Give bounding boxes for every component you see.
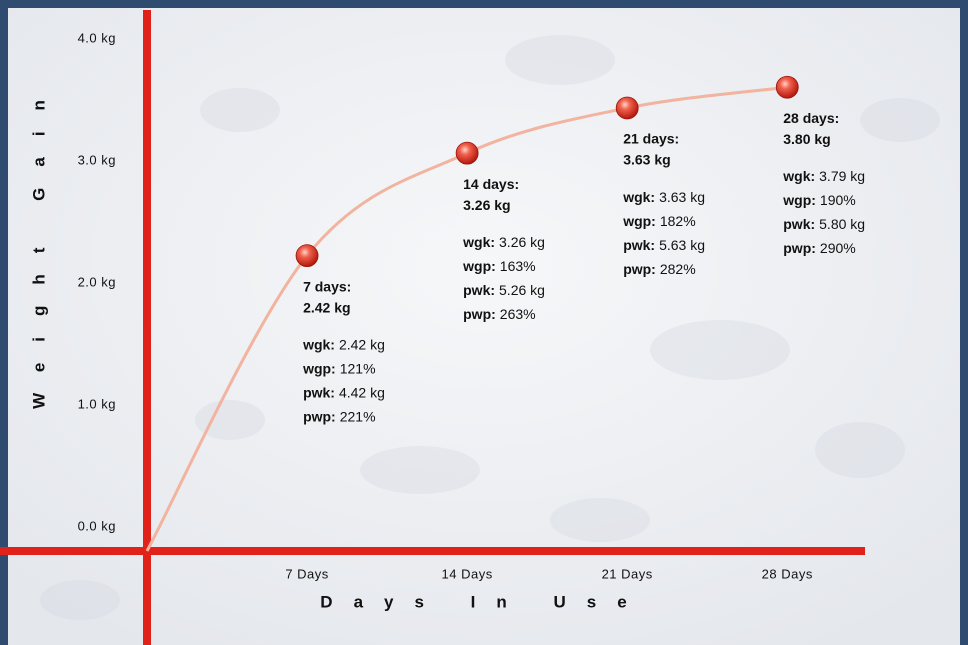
x-tick-label: 28 Days [762,566,813,581]
point-marker [616,97,638,119]
detail-row: pwk:5.63 kg [623,237,705,253]
y-tick-label: 4.0 kg [78,30,116,45]
detail-value: 2.42 kg [339,336,385,352]
detail-key: wgp: [302,360,336,376]
x-tick-label: 21 Days [602,566,653,581]
detail-row: wgp:182% [622,213,695,229]
detail-value: 121% [340,360,376,376]
detail-row: pwk:4.42 kg [303,384,385,400]
detail-row: pwp:290% [783,240,855,256]
detail-value: 182% [660,213,696,229]
detail-key: wgk: [622,189,655,205]
y-tick-label: 1.0 kg [78,396,116,411]
detail-key: wgp: [782,192,816,208]
detail-row: pwp:263% [463,306,535,322]
y-axis-title: Weight Gain [29,79,48,409]
detail-value: 163% [500,258,536,274]
detail-value: 3.79 kg [819,168,865,184]
point-label: 28 days: [783,110,839,126]
value-label: 3.63 kg [623,152,670,168]
detail-value: 5.63 kg [659,237,705,253]
detail-value: 263% [500,306,536,322]
point-marker [456,142,478,164]
detail-key: pwk: [623,237,655,253]
detail-row: pwk:5.80 kg [783,216,865,232]
detail-row: pwk:5.26 kg [463,282,545,298]
detail-value: 3.63 kg [659,189,705,205]
detail-key: pwk: [783,216,815,232]
detail-key: wgp: [622,213,656,229]
detail-row: wgp:121% [302,360,375,376]
detail-key: wgk: [462,234,495,250]
x-axis [0,547,865,555]
detail-row: pwp:221% [303,408,375,424]
detail-key: pwk: [463,282,495,298]
detail-value: 4.42 kg [339,384,385,400]
detail-row: pwp:282% [623,261,695,277]
x-tick-label: 14 Days [442,566,493,581]
point-marker [296,245,318,267]
y-tick-label: 0.0 kg [78,518,116,533]
value-label: 3.80 kg [783,131,830,147]
y-tick-label: 3.0 kg [78,152,116,167]
detail-key: wgk: [782,168,815,184]
detail-value: 190% [820,192,856,208]
x-tick-label: 7 Days [285,566,328,581]
detail-row: wgk:3.79 kg [782,168,865,184]
chart: Weight Gain Days In Use 0.0 kg 1.0 kg 2.0 … [0,0,968,645]
detail-value: 3.26 kg [499,234,545,250]
detail-value: 5.80 kg [819,216,865,232]
detail-row: wgp:163% [462,258,535,274]
value-label: 3.26 kg [463,197,510,213]
point-marker [776,76,798,98]
detail-key: pwp: [463,306,496,322]
detail-key: pwp: [783,240,816,256]
detail-row: wgk:3.26 kg [462,234,545,250]
page: Weight Gain Days In Use 0.0 kg 1.0 kg 2.0 … [0,0,968,645]
detail-key: wgk: [302,336,335,352]
value-label: 2.42 kg [303,299,350,315]
detail-row: wgp:190% [782,192,855,208]
point-label: 14 days: [463,176,519,192]
detail-value: 282% [660,261,696,277]
point-label: 21 days: [623,131,679,147]
y-tick-label: 2.0 kg [78,274,116,289]
point-label: 7 days: [303,278,351,294]
detail-key: wgp: [462,258,496,274]
detail-row: wgk:3.63 kg [622,189,705,205]
detail-key: pwp: [623,261,656,277]
detail-key: pwk: [303,384,335,400]
detail-value: 221% [340,408,376,424]
detail-key: pwp: [303,408,336,424]
detail-row: wgk:2.42 kg [302,336,385,352]
x-axis-title: Days In Use [320,592,647,611]
detail-value: 5.26 kg [499,282,545,298]
detail-value: 290% [820,240,856,256]
